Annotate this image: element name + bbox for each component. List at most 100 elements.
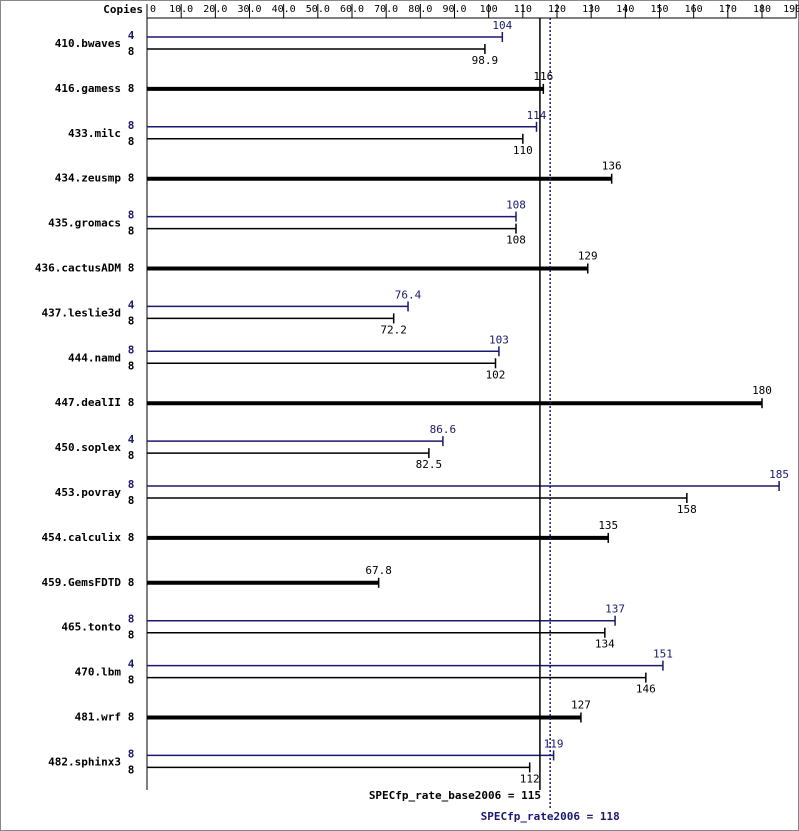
peak-metric-value: 118 — [600, 810, 620, 823]
base-value-label: 82.5 — [416, 458, 443, 471]
x-tick-label: 90.0 — [442, 4, 466, 15]
base-value-label: 127 — [571, 699, 591, 712]
base-copies: 8 — [128, 359, 135, 372]
peak-value-label: 108 — [506, 199, 526, 212]
peak-copies: 4 — [128, 433, 135, 446]
base-metric-value: 115 — [521, 789, 541, 802]
peak-metric: SPECfp_rate2006 = 118 — [481, 810, 620, 823]
base-value-label: 158 — [677, 503, 697, 516]
x-tick-label: 100 — [480, 4, 498, 15]
peak-value-label: 103 — [489, 333, 509, 346]
base-value-label: 72.2 — [380, 323, 407, 336]
benchmark-name: 416.gamess — [55, 82, 121, 95]
base-value-label: 180 — [752, 384, 772, 397]
base-copies: 8 — [128, 172, 135, 185]
base-value-label: 134 — [595, 638, 615, 651]
benchmark-name: 410.bwaves — [55, 37, 121, 50]
base-value-label: 135 — [598, 519, 618, 532]
x-tick-label: 110 — [514, 4, 532, 15]
base-copies: 8 — [128, 396, 135, 409]
base-value-label: 108 — [506, 234, 526, 247]
peak-value-label: 86.6 — [430, 423, 457, 436]
base-copies: 8 — [128, 45, 135, 58]
base-copies: 8 — [128, 449, 135, 462]
benchmark-name: 433.milc — [68, 127, 121, 140]
x-tick-label: 50.0 — [306, 4, 330, 15]
peak-copies: 8 — [128, 478, 135, 491]
peak-copies: 8 — [128, 747, 135, 760]
x-tick-label: 160 — [685, 4, 703, 15]
peak-value-label: 114 — [527, 109, 547, 122]
peak-copies: 4 — [128, 29, 135, 42]
base-copies: 8 — [128, 629, 135, 642]
base-value-label: 129 — [578, 250, 598, 263]
base-value-label: 146 — [636, 683, 656, 696]
peak-value-label: 76.4 — [395, 288, 422, 301]
benchmark-name: 436.cactusADM — [35, 262, 121, 275]
benchmark-name: 459.GemsFDTD — [42, 576, 122, 589]
peak-value-label: 151 — [653, 648, 673, 661]
x-tick-label: 130 — [582, 4, 600, 15]
base-value-label: 102 — [486, 368, 506, 381]
benchmark-name: 447.dealII — [55, 396, 121, 409]
benchmark-name: 482.sphinx3 — [48, 755, 121, 768]
benchmark-name: 465.tonto — [61, 621, 121, 634]
base-copies: 8 — [128, 763, 135, 776]
base-copies: 8 — [128, 225, 135, 238]
base-value-label: 98.9 — [472, 54, 499, 67]
peak-metric-label: SPECfp_rate2006 = — [481, 810, 594, 823]
x-tick-label: 140 — [616, 4, 634, 15]
x-tick-label: 150 — [650, 4, 668, 15]
base-value-label: 67.8 — [365, 564, 392, 577]
x-tick-label: 40.0 — [272, 4, 296, 15]
benchmark-name: 450.soplex — [55, 441, 122, 454]
benchmark-name: 470.lbm — [75, 666, 122, 679]
base-value-label: 112 — [520, 772, 540, 785]
base-copies: 8 — [128, 494, 135, 507]
base-copies: 8 — [128, 576, 135, 589]
benchmark-name: 481.wrf — [75, 711, 121, 724]
x-tick-label: 20.0 — [203, 4, 227, 15]
benchmark-name: 454.calculix — [42, 531, 122, 544]
benchmark-name: 437.leslie3d — [42, 306, 121, 319]
x-tick-label: 80.0 — [408, 4, 432, 15]
base-value-label: 116 — [533, 70, 553, 83]
x-tick-label: 120 — [548, 4, 566, 15]
x-tick-label: 10.0 — [169, 4, 193, 15]
base-metric-label: SPECfp_rate_base2006 = — [369, 789, 515, 802]
peak-copies: 8 — [128, 209, 135, 222]
peak-copies: 8 — [128, 119, 135, 132]
peak-value-label: 119 — [544, 737, 564, 750]
benchmark-name: 434.zeusmp — [55, 172, 122, 185]
x-tick-label: 70.0 — [374, 4, 398, 15]
copies-header: Copies — [103, 3, 143, 16]
x-tick-label: 190 — [783, 4, 799, 15]
base-copies: 8 — [128, 314, 135, 327]
x-tick-label: 170 — [719, 4, 737, 15]
base-value-label: 110 — [513, 144, 533, 157]
x-tick-label: 30.0 — [237, 4, 261, 15]
base-copies: 8 — [128, 82, 135, 95]
peak-copies: 4 — [128, 658, 135, 671]
x-tick-label: 0 — [150, 4, 156, 15]
x-tick-label: 180 — [753, 4, 771, 15]
peak-copies: 4 — [128, 298, 135, 311]
peak-value-label: 185 — [769, 468, 789, 481]
base-copies: 8 — [128, 711, 135, 724]
base-copies: 8 — [128, 674, 135, 687]
benchmark-name: 444.namd — [68, 351, 121, 364]
benchmark-name: 435.gromacs — [48, 217, 121, 230]
peak-copies: 8 — [128, 613, 135, 626]
x-tick-label: 60.0 — [340, 4, 364, 15]
peak-value-label: 137 — [605, 603, 625, 616]
peak-value-label: 104 — [492, 19, 512, 32]
benchmark-name: 453.povray — [55, 486, 122, 499]
base-copies: 8 — [128, 135, 135, 148]
peak-copies: 8 — [128, 343, 135, 356]
base-metric: SPECfp_rate_base2006 = 115 — [369, 789, 541, 802]
base-copies: 8 — [128, 531, 135, 544]
base-value-label: 136 — [602, 160, 622, 173]
